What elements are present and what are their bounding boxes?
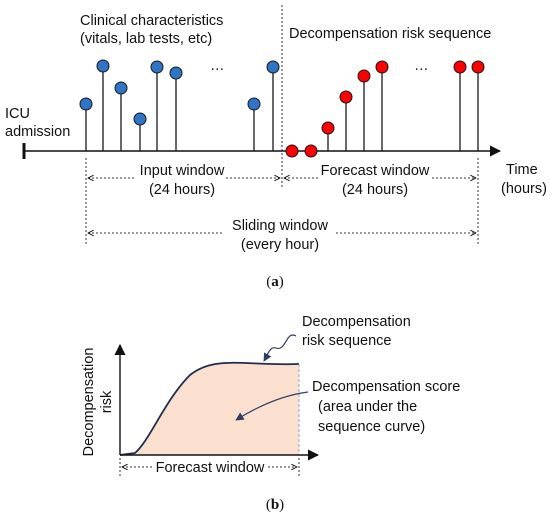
y-axis-label-line2: risk <box>99 390 115 413</box>
input-marker <box>114 81 128 151</box>
forecast-marker <box>471 60 485 151</box>
panel-a: Clinical characteristics (vitals, lab te… <box>5 5 547 290</box>
time-label-line1: Time <box>506 162 538 178</box>
score-label-line3: sequence curve) <box>318 419 425 435</box>
time-label-line2: (hours) <box>501 181 547 197</box>
input-window-label-line1: Input window <box>140 163 225 179</box>
curve-label-line1: Decompensation <box>302 314 411 330</box>
input-marker <box>133 112 147 151</box>
ellipsis-left: … <box>210 58 225 74</box>
icu-label-line2: admission <box>5 124 70 140</box>
score-label-pointer <box>235 391 309 421</box>
input-markers <box>79 59 280 151</box>
forecast-markers <box>285 60 485 158</box>
curve-label-pointer <box>263 334 297 362</box>
score-label-line1: Decompensation score <box>312 379 460 395</box>
sliding-window-label-line1: Sliding window <box>232 218 328 234</box>
forecast-marker <box>375 60 389 151</box>
forecast-marker <box>339 90 353 151</box>
forecast-marker <box>285 144 299 158</box>
forecast-marker <box>357 69 371 151</box>
icu-label-line1: ICU <box>5 106 30 122</box>
curve-label-line2: risk sequence <box>302 333 391 349</box>
forecast-marker <box>304 144 318 158</box>
panel-a-caption: (a) <box>266 274 284 290</box>
forecast-window-label-line1: Forecast window <box>321 163 430 179</box>
input-marker <box>247 97 261 151</box>
input-marker <box>96 59 110 151</box>
panel-b: Decompensation risk Decompensation risk … <box>81 314 460 513</box>
forecast-marker <box>453 60 467 151</box>
input-marker <box>266 60 280 151</box>
clinical-label-line2: (vitals, lab tests, etc) <box>80 31 212 47</box>
forecast-window-label-line2: (24 hours) <box>342 182 408 198</box>
clinical-label-line1: Clinical characteristics <box>80 13 223 29</box>
forecast-window-label-b: Forecast window <box>156 460 265 476</box>
sliding-window-label-line2: (every hour) <box>241 237 319 253</box>
input-marker <box>150 60 164 151</box>
y-axis-label-line1: Decompensation <box>81 348 97 457</box>
score-area <box>120 362 299 455</box>
risk-sequence-label: Decompensation risk sequence <box>289 26 491 42</box>
ellipsis-right: … <box>414 58 429 74</box>
forecast-marker <box>321 121 335 151</box>
panel-b-caption: (b) <box>266 497 284 513</box>
input-marker <box>79 97 93 151</box>
risk-curve <box>119 361 300 456</box>
score-label-line2: (area under the <box>318 399 417 415</box>
input-window-label-line2: (24 hours) <box>149 182 215 198</box>
input-marker <box>169 66 183 151</box>
